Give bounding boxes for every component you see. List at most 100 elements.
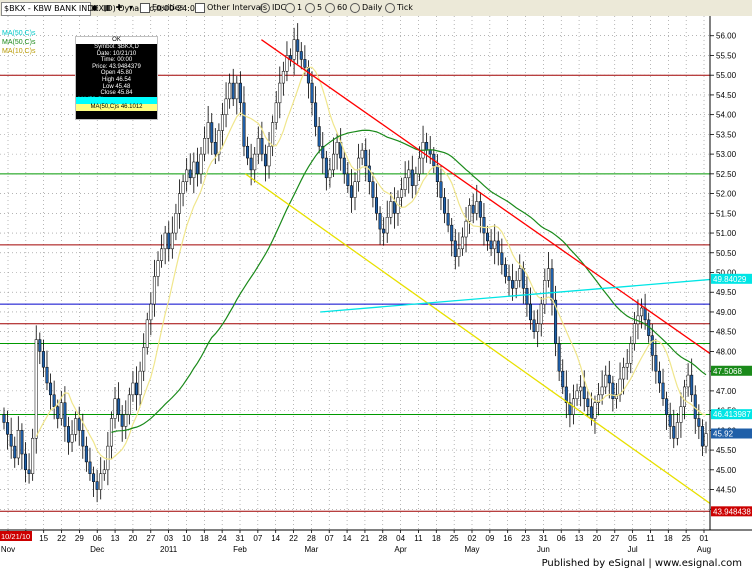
candle-body — [435, 165, 439, 182]
interval-60[interactable]: 60 — [325, 2, 347, 14]
candle-body — [296, 39, 300, 52]
x-tick-label: 27 — [610, 534, 619, 543]
candle-body — [332, 153, 336, 171]
symbol-field[interactable]: $BKX - KBW BANK INDEX,D) Dynamic,0:00-24… — [1, 2, 200, 16]
candle-body — [614, 394, 618, 400]
x-tick-label: 27 — [146, 534, 155, 543]
candle-body — [511, 280, 515, 289]
candle-body — [117, 398, 121, 415]
interval-1[interactable]: 1 — [285, 2, 302, 14]
candle-body — [113, 398, 117, 419]
candle-body — [156, 260, 160, 277]
candle-body — [292, 39, 296, 60]
candle-body — [213, 142, 217, 155]
candle-body — [353, 181, 357, 198]
candle-body — [38, 339, 42, 352]
candle-body — [138, 370, 142, 396]
candle-body — [360, 149, 364, 159]
x-tick-label: 03 — [164, 534, 173, 543]
candle-body — [310, 82, 314, 104]
candle-body — [59, 402, 63, 419]
candle-body — [392, 201, 396, 214]
interval-5[interactable]: 5 — [305, 2, 322, 14]
x-tick-label: 16 — [503, 534, 512, 543]
x-tick-label: 22 — [289, 534, 298, 543]
candle-body — [618, 378, 622, 396]
crosshair-icon[interactable]: ✚ — [115, 3, 123, 12]
candle-body — [271, 122, 275, 147]
candle-body — [679, 406, 683, 423]
x-tick-label: 11 — [646, 534, 655, 543]
y-tick-label: 54.00 — [716, 111, 737, 120]
x-tick-label: 01 — [700, 534, 709, 543]
candle-body — [84, 445, 88, 463]
x-tick-label: 13 — [575, 534, 584, 543]
candle-body — [439, 181, 443, 198]
radio-icon — [260, 2, 270, 13]
dropdown-arrow-icon[interactable]: ▾ — [128, 3, 133, 12]
candle-body — [493, 240, 497, 250]
month-label: Feb — [233, 545, 247, 554]
x-tick-label: 14 — [343, 534, 352, 543]
y-tick-label: 45.00 — [716, 466, 737, 475]
interval-daily[interactable]: Daily — [350, 2, 382, 14]
candle-body — [557, 343, 561, 372]
candle-body — [586, 398, 590, 407]
candle-body — [45, 366, 49, 384]
candle-body — [503, 264, 507, 277]
candle-body — [575, 390, 579, 400]
candle-body — [554, 299, 558, 344]
ma10-line — [35, 66, 707, 460]
published-by-label: Published by eSignal | www.esignal.com — [541, 558, 742, 569]
interval-idc[interactable]: IDC — [260, 2, 286, 14]
candle-body — [106, 445, 110, 471]
candle-body — [2, 414, 6, 423]
candle-body — [142, 347, 146, 372]
candle-body — [210, 122, 214, 143]
candle-body — [74, 418, 78, 435]
candle-body — [174, 213, 178, 234]
candle-body — [281, 70, 285, 84]
candle-body — [650, 335, 654, 356]
x-tick-label: 20 — [128, 534, 137, 543]
price-chart[interactable]: 56.00 55.50 55.00 54.50 54.00 53.50 53.00 52.50… — [0, 16, 752, 572]
candle-body — [267, 145, 271, 167]
candle-body — [317, 126, 321, 147]
candle-body — [52, 394, 56, 407]
candle-body — [622, 366, 626, 380]
price-tag-label: 49.84029 — [713, 275, 747, 284]
y-tick-label: 53.00 — [716, 150, 737, 159]
candle-body — [564, 386, 568, 403]
candle-body — [152, 276, 156, 305]
candle-body — [374, 197, 378, 214]
candle-body — [417, 157, 421, 175]
equities-menu[interactable]: Equities — [140, 2, 184, 14]
candle-body — [579, 386, 583, 392]
interval-tick[interactable]: Tick — [385, 2, 413, 14]
candle-body — [525, 288, 529, 305]
candle-body — [170, 232, 174, 250]
radio-icon — [350, 2, 360, 13]
candle-body — [324, 157, 328, 179]
candle-body — [378, 213, 382, 230]
y-tick-label: 50.00 — [716, 269, 737, 278]
y-tick-label: 44.50 — [716, 486, 737, 495]
y-axis-panel — [710, 16, 752, 556]
candle-body — [371, 181, 375, 198]
other-intervals-menu[interactable]: Other Intervals — [195, 2, 267, 14]
x-tick-label: 02 — [468, 534, 477, 543]
candle-body — [34, 339, 38, 439]
chart-icon[interactable]: ▦ — [103, 3, 111, 12]
radio-icon — [305, 2, 315, 13]
month-label: Aug — [697, 545, 711, 554]
candle-body — [518, 268, 522, 281]
radio-icon — [325, 2, 335, 13]
price-tag-label: 46.413987 — [713, 410, 751, 419]
candle-body — [246, 145, 250, 159]
open-folder-icon[interactable]: ▣ — [91, 3, 99, 12]
candle-body — [235, 82, 239, 100]
candle-body — [220, 114, 224, 131]
candle-body — [23, 453, 27, 471]
x-tick-label: 09 — [485, 534, 494, 543]
candle-body — [690, 374, 694, 396]
